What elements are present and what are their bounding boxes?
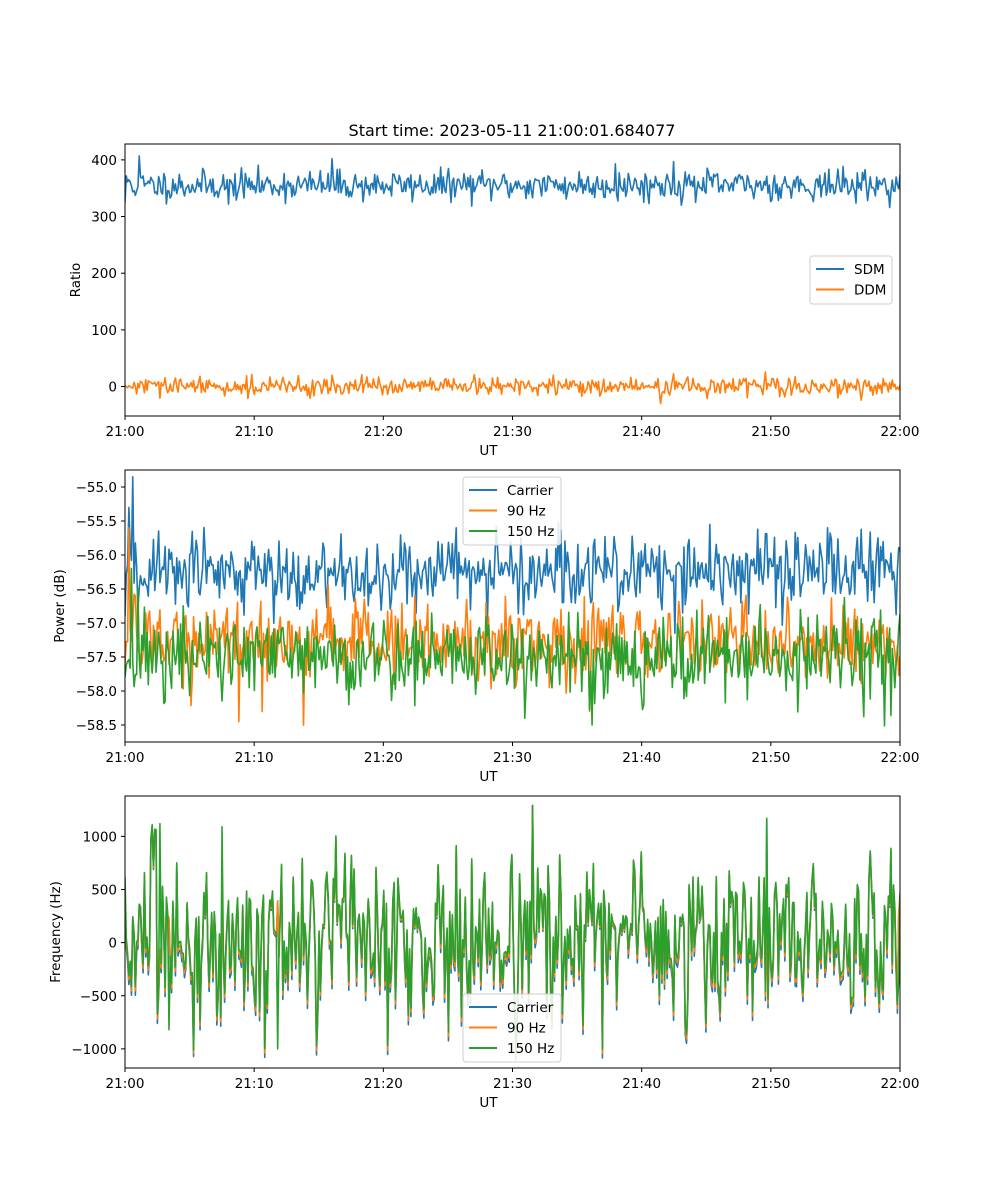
x-axis-label: UT xyxy=(479,443,498,459)
series-line-carrier xyxy=(125,476,900,634)
x-tick-label: 21:40 xyxy=(622,750,661,766)
x-tick-label: 21:20 xyxy=(364,1076,403,1092)
y-tick-label: −500 xyxy=(80,989,117,1005)
legend-label: Carrier xyxy=(507,483,554,499)
x-tick-label: 21:10 xyxy=(235,1076,274,1092)
y-axis-label: Frequency (Hz) xyxy=(48,881,64,983)
x-tick-label: 21:50 xyxy=(751,750,790,766)
legend-label: Carrier xyxy=(507,1000,554,1016)
y-tick-label: −1000 xyxy=(71,1042,117,1058)
chart-panel-3: 21:00 21:10 21:20 21:30 21:40 21:50 22:00 −1000… xyxy=(48,795,920,1111)
y-tick-label: 500 xyxy=(91,883,117,899)
y-tick-label: 1000 xyxy=(83,829,117,845)
legend-label: 150 Hz xyxy=(507,1041,554,1057)
series-line-sdm xyxy=(125,155,900,209)
x-tick-label: 21:30 xyxy=(493,424,532,440)
y-tick-label: −56.0 xyxy=(76,548,117,564)
x-tick-label: 21:00 xyxy=(106,750,145,766)
x-tick-label: 21:10 xyxy=(235,424,274,440)
y-tick-label: −56.5 xyxy=(76,582,117,598)
y-tick-label: 400 xyxy=(91,153,117,169)
y-axis-label: Ratio xyxy=(68,263,84,298)
y-tick-label: −57.0 xyxy=(76,616,117,632)
x-tick-label: 21:20 xyxy=(364,424,403,440)
series-line-150-hz xyxy=(125,567,900,727)
y-tick-label: −55.0 xyxy=(76,480,117,496)
y-tick-label: −55.5 xyxy=(76,514,117,530)
legend-label: SDM xyxy=(854,262,885,278)
chart-panel-2: 21:00 21:10 21:20 21:30 21:40 21:50 22:00 −58.5… xyxy=(52,469,920,785)
x-tick-label: 22:00 xyxy=(881,1076,920,1092)
x-tick-label: 22:00 xyxy=(881,424,920,440)
x-tick-label: 21:40 xyxy=(622,424,661,440)
figure-title: Start time: 2023-05-11 21:00:01.684077 xyxy=(349,121,676,140)
legend-label: DDM xyxy=(854,283,886,299)
legend-box xyxy=(462,476,562,546)
x-tick-label: 21:00 xyxy=(106,424,145,440)
y-tick-label: −58.0 xyxy=(76,684,117,700)
x-tick-label: 21:40 xyxy=(622,1076,661,1092)
x-tick-label: 21:30 xyxy=(493,750,532,766)
legend-label: 150 Hz xyxy=(507,524,554,540)
x-tick-label: 22:00 xyxy=(881,750,920,766)
legend-label: 90 Hz xyxy=(507,504,546,520)
legend: Carrier 90 Hz 150 Hz xyxy=(462,993,562,1063)
legend-box xyxy=(462,993,562,1063)
y-axis-label: Power (dB) xyxy=(52,569,68,642)
x-tick-label: 21:30 xyxy=(493,1076,532,1092)
y-tick-label: −57.5 xyxy=(76,650,117,666)
x-tick-label: 21:00 xyxy=(106,1076,145,1092)
y-tick-label: 100 xyxy=(91,323,117,339)
series-line-90-hz xyxy=(125,527,900,727)
legend-label: 90 Hz xyxy=(507,1021,546,1037)
y-tick-label: 0 xyxy=(108,380,117,396)
x-tick-label: 21:50 xyxy=(751,424,790,440)
y-tick-label: 300 xyxy=(91,210,117,226)
y-tick-label: 0 xyxy=(108,936,117,952)
y-tick-label: 200 xyxy=(91,266,117,282)
x-tick-label: 21:20 xyxy=(364,750,403,766)
x-axis-label: UT xyxy=(479,769,498,785)
legend: Carrier 90 Hz 150 Hz xyxy=(462,476,562,546)
series-line-ddm xyxy=(125,371,900,405)
y-tick-label: −58.5 xyxy=(76,718,117,734)
x-tick-label: 21:50 xyxy=(751,1076,790,1092)
series-line-150-hz xyxy=(125,804,900,1052)
x-axis-label: UT xyxy=(479,1095,498,1111)
chart-panel-1: 21:00 21:10 21:20 21:30 21:40 21:50 22:00 0 100 2… xyxy=(68,143,920,459)
x-tick-label: 21:10 xyxy=(235,750,274,766)
legend: SDM DDM xyxy=(809,255,893,305)
